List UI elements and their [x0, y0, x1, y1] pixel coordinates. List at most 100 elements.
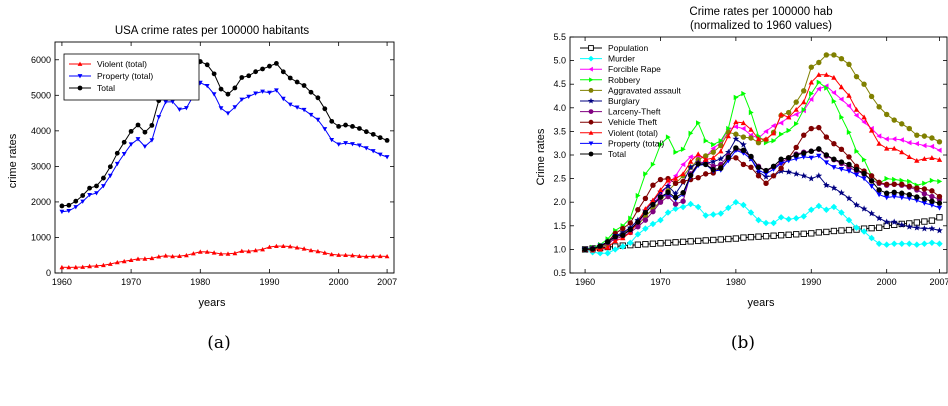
data-point [246, 73, 252, 79]
data-point [363, 146, 369, 151]
y-tick-label: 3000 [31, 161, 51, 171]
data-point [605, 244, 611, 250]
x-tick-label: 2007 [929, 277, 948, 287]
y-tick-label: 0 [46, 268, 51, 278]
x-tick-label: 1980 [726, 277, 746, 287]
data-point [619, 243, 626, 250]
data-point [778, 156, 784, 162]
data-point [824, 85, 830, 91]
data-point [363, 254, 369, 259]
data-point [634, 231, 642, 238]
data-point [868, 234, 875, 242]
data-point [725, 235, 732, 243]
data-point [294, 79, 300, 85]
data-point [357, 126, 362, 131]
data-point [792, 170, 800, 177]
data-point [816, 86, 821, 92]
legend-label: Vehicle Theft [608, 117, 658, 127]
data-point [329, 252, 335, 257]
data-point [642, 217, 649, 223]
data-point [627, 220, 634, 226]
x-tick-label: 2000 [877, 277, 897, 287]
x-tick-label: 2000 [329, 277, 349, 287]
data-point [664, 182, 672, 189]
data-point [274, 243, 279, 248]
legend-label: Aggravated assault [608, 85, 681, 95]
data-point [929, 155, 935, 160]
data-point [816, 79, 822, 85]
data-point [273, 60, 279, 66]
data-point [322, 127, 328, 132]
legend-label: Robbery [608, 75, 641, 85]
data-point [907, 178, 912, 185]
data-point [680, 161, 686, 168]
data-point [87, 263, 92, 269]
data-point [891, 117, 897, 123]
data-point [906, 125, 912, 132]
data-point [619, 228, 627, 236]
data-point [846, 103, 852, 109]
y-tick-label: 1.5 [553, 221, 566, 231]
data-point [643, 171, 649, 177]
data-point [892, 176, 897, 183]
chart-b-plot-area: 1960 1970 1980 1990 2000 2007 0.5 1.0 1.5 2.0 2.5 3… [553, 32, 948, 287]
data-point [808, 79, 814, 85]
data-point [785, 231, 792, 238]
panel-b-caption: (b) [731, 333, 755, 353]
data-point [142, 129, 148, 135]
data-point [703, 157, 709, 162]
data-point [770, 232, 777, 239]
data-point [287, 102, 293, 107]
data-point [778, 165, 784, 171]
data-point [657, 240, 664, 247]
data-point [59, 203, 65, 209]
data-point [770, 173, 777, 179]
legend-label: Property (total) [97, 71, 153, 81]
legend-marker [588, 66, 593, 72]
data-point [875, 240, 883, 247]
data-point [657, 176, 664, 183]
data-point [801, 150, 807, 156]
x-tick-label: 2007 [377, 277, 397, 287]
data-point [809, 90, 814, 97]
data-point [717, 236, 724, 243]
data-point [717, 155, 725, 162]
data-point [239, 248, 245, 253]
data-point [718, 165, 724, 171]
data-point [142, 144, 148, 149]
data-point [121, 139, 127, 145]
data-point [703, 171, 709, 177]
data-point [853, 166, 860, 173]
data-point [861, 170, 867, 177]
data-point [628, 215, 633, 221]
data-point [679, 238, 687, 245]
data-point [732, 199, 740, 206]
data-point [239, 75, 245, 80]
data-point [906, 154, 912, 159]
y-tick-label: 2.0 [553, 197, 566, 207]
data-point [838, 189, 845, 196]
data-point [838, 146, 845, 153]
data-point [218, 86, 224, 92]
y-tick-label: 0.5 [553, 268, 566, 278]
data-point [890, 218, 898, 225]
data-point [370, 149, 376, 154]
data-point [301, 83, 307, 88]
data-point [680, 198, 686, 204]
data-point [831, 74, 837, 80]
data-point [914, 194, 920, 200]
data-point [612, 233, 618, 240]
data-point [322, 250, 328, 255]
data-point [308, 89, 314, 95]
data-point [211, 92, 217, 97]
data-point [301, 246, 307, 251]
data-point [377, 135, 383, 141]
data-point [838, 96, 844, 102]
legend-marker [588, 97, 594, 104]
x-tick-label: 1970 [650, 277, 670, 287]
data-point [929, 143, 935, 150]
data-point [59, 264, 65, 270]
data-point [883, 241, 890, 248]
chart-b-title: Crime rates per 100000 hab [689, 6, 832, 18]
